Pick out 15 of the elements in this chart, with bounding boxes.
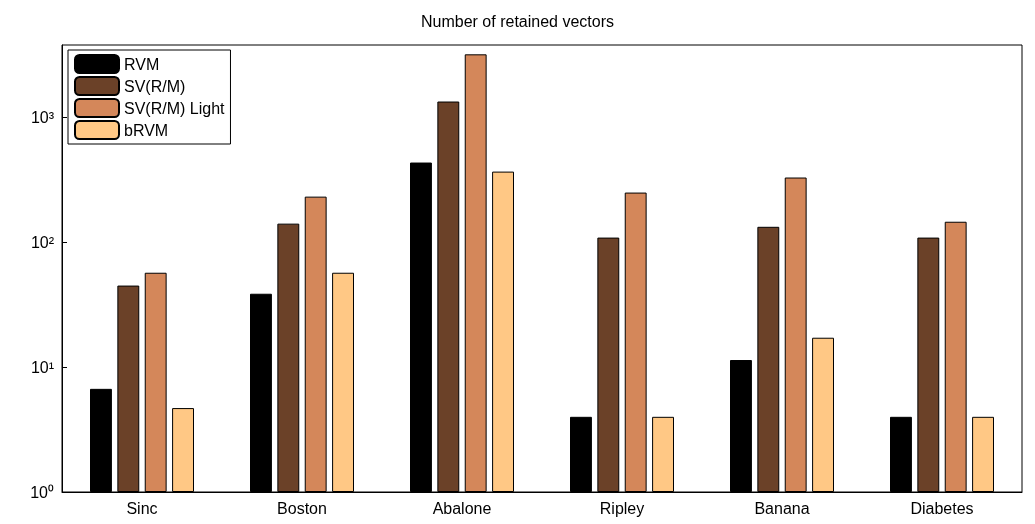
y-tick-label: 10¹ — [30, 358, 54, 376]
legend-label: RVM — [124, 55, 160, 73]
x-tick-label: Abalone — [432, 499, 492, 517]
x-tick-label: Ripley — [599, 499, 645, 517]
legend-label: bRVM — [124, 121, 169, 139]
y-tick-label: 10³ — [30, 108, 55, 126]
y-tick-label: 10⁰ — [30, 483, 54, 501]
x-tick-label: Banana — [754, 499, 810, 517]
legend-label: SV(R/M) Light — [124, 99, 226, 117]
x-tick-label: Diabetes — [910, 499, 974, 517]
chart-title: Number of retained vectors — [421, 12, 614, 30]
x-tick-label: Boston — [277, 499, 327, 517]
x-tick-label: Sinc — [126, 499, 158, 517]
y-tick-label: 10² — [30, 233, 55, 251]
legend-label: SV(R/M) — [124, 77, 186, 95]
